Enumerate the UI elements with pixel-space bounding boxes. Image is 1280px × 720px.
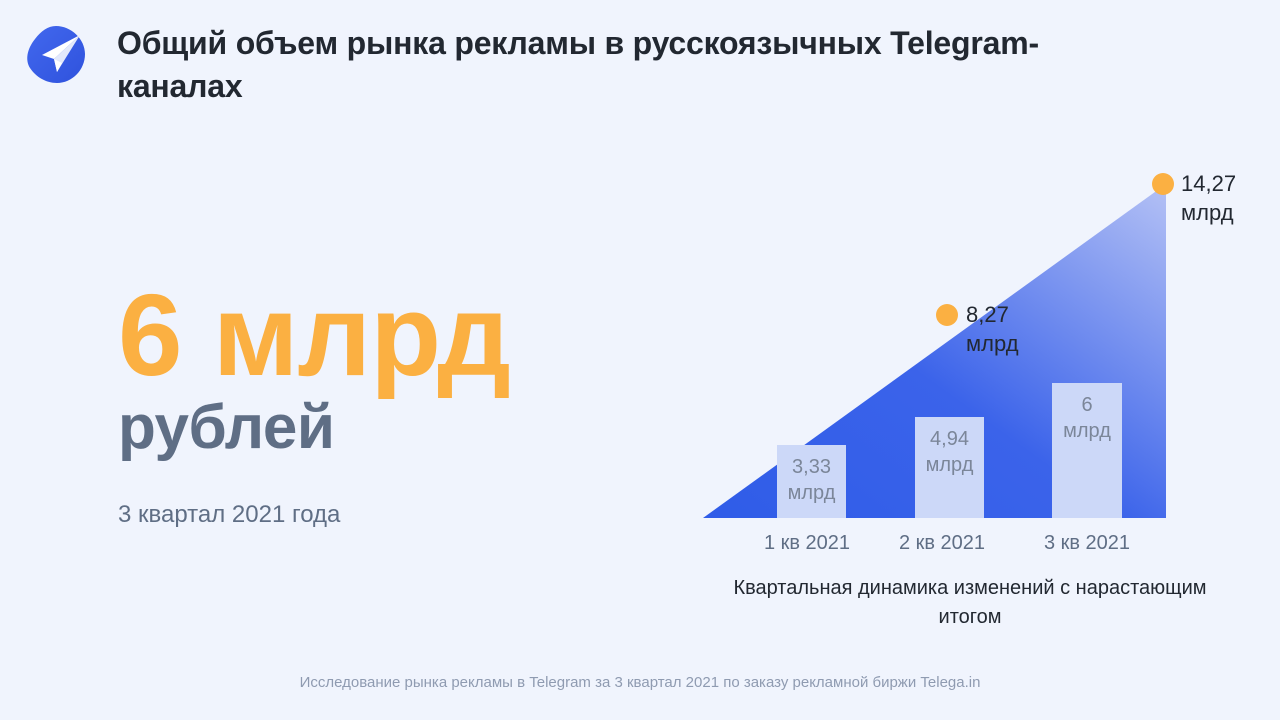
bar-q3-value: 6 — [1081, 394, 1093, 416]
page-title: Общий объем рынка рекламы в русскоязычны… — [117, 25, 1039, 104]
cumulative-marker-q2-dot-icon — [936, 304, 958, 326]
footer-source-note: Исследование рынка рекламы в Telegram за… — [299, 674, 981, 691]
cumulative-label-q2-unit: млрд — [966, 330, 1019, 356]
chart: 3,33 млрд 4,94 млрд 6 млрд 8,27 млрд 14,… — [690, 150, 1250, 650]
bar-q1-unit: млрд — [787, 481, 836, 504]
headline-unit: рублей — [118, 393, 335, 462]
bar-q3: 6 млрд — [1052, 383, 1122, 518]
cumulative-label-q2: 8,27 млрд — [966, 301, 1019, 358]
cumulative-area-triangle — [690, 150, 1250, 530]
bar-q2: 4,94 млрд — [915, 417, 984, 518]
bar-q1: 3,33 млрд — [777, 445, 846, 518]
bar-q2-value: 4,94 — [930, 428, 969, 450]
x-axis-label-q2: 2 кв 2021 — [898, 532, 986, 554]
cumulative-marker-q3-dot-icon — [1152, 173, 1174, 195]
headline-period: 3 квартал 2021 года — [118, 501, 341, 528]
cumulative-label-q3: 14,27 млрд — [1181, 170, 1236, 227]
cumulative-label-q3-unit: млрд — [1181, 199, 1234, 225]
bar-q3-unit: млрд — [1063, 419, 1111, 442]
bar-q2-unit: млрд — [925, 453, 974, 476]
header: Общий объем рынка рекламы в русскоязычны… — [0, 0, 1280, 130]
cumulative-label-q3-value: 14,27 — [1181, 171, 1237, 196]
chart-caption: Квартальная динамика изменений с нараста… — [733, 577, 1207, 628]
x-axis-label-q3: 3 кв 2021 — [1043, 532, 1131, 554]
x-axis-label-q1: 1 кв 2021 — [763, 532, 851, 554]
x-axis-labels: 1 кв 2021 2 кв 2021 3 кв 2021 — [690, 533, 1250, 563]
headline-value: 6 млрд — [118, 270, 511, 400]
bar-q1-value: 3,33 — [792, 456, 831, 478]
cumulative-label-q2-value: 8,27 — [966, 302, 1009, 327]
telegram-paper-plane-icon — [24, 23, 88, 87]
